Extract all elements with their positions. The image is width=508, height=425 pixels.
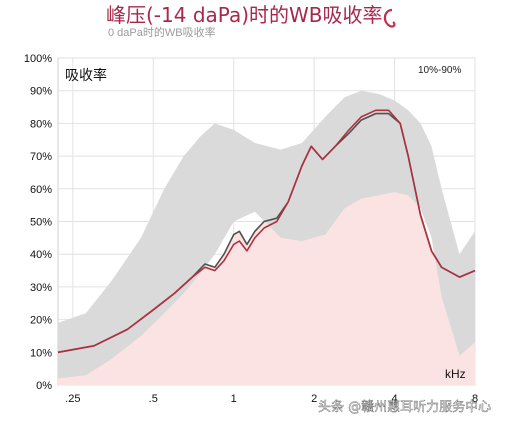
- y-tick-label: 60%: [30, 184, 52, 196]
- x-tick-label: 2: [311, 393, 317, 405]
- x-tick-label: 4: [392, 393, 398, 405]
- ear-icon: [383, 8, 396, 28]
- series-group: [57, 109, 476, 354]
- x-tick-label: 8: [472, 393, 478, 405]
- y-tick-label: 10%: [30, 347, 52, 359]
- x-axis-ticks: .25 .5 1 2 4 8: [65, 393, 478, 405]
- y-tick-label: 20%: [30, 315, 52, 327]
- normative-band: [58, 90, 475, 379]
- y-tick-label: 70%: [30, 151, 52, 163]
- y-tick-label: 80%: [30, 118, 52, 130]
- norm-range-label: 10%-90%: [418, 65, 461, 76]
- x-tick-label: 1: [231, 393, 237, 405]
- y-tick-label: 0%: [36, 380, 52, 392]
- chart-subtitle: 0 daPa时的WB吸收率: [108, 25, 216, 39]
- y-tick-label: 100%: [24, 53, 52, 65]
- y-tick-label: 30%: [30, 282, 52, 294]
- y-tick-label: 50%: [30, 217, 52, 229]
- watermark: 头条 @赣州惠耳听力服务中心: [318, 399, 491, 415]
- y-tick-label: 90%: [30, 86, 52, 98]
- series-line-peak: [57, 109, 476, 354]
- x-tick-label: .25: [65, 393, 80, 405]
- x-axis-label: kHz: [445, 367, 466, 381]
- y-axis-ticks: 0% 10% 20% 30% 40% 50% 60% 70% 80% 90% 100%: [24, 53, 52, 392]
- y-axis-label: 吸收率: [65, 67, 107, 84]
- y-tick-label: 40%: [30, 249, 52, 261]
- chart-title: 峰压(-14 daPa)时的WB吸收率: [106, 3, 383, 27]
- x-tick-label: .5: [149, 393, 158, 405]
